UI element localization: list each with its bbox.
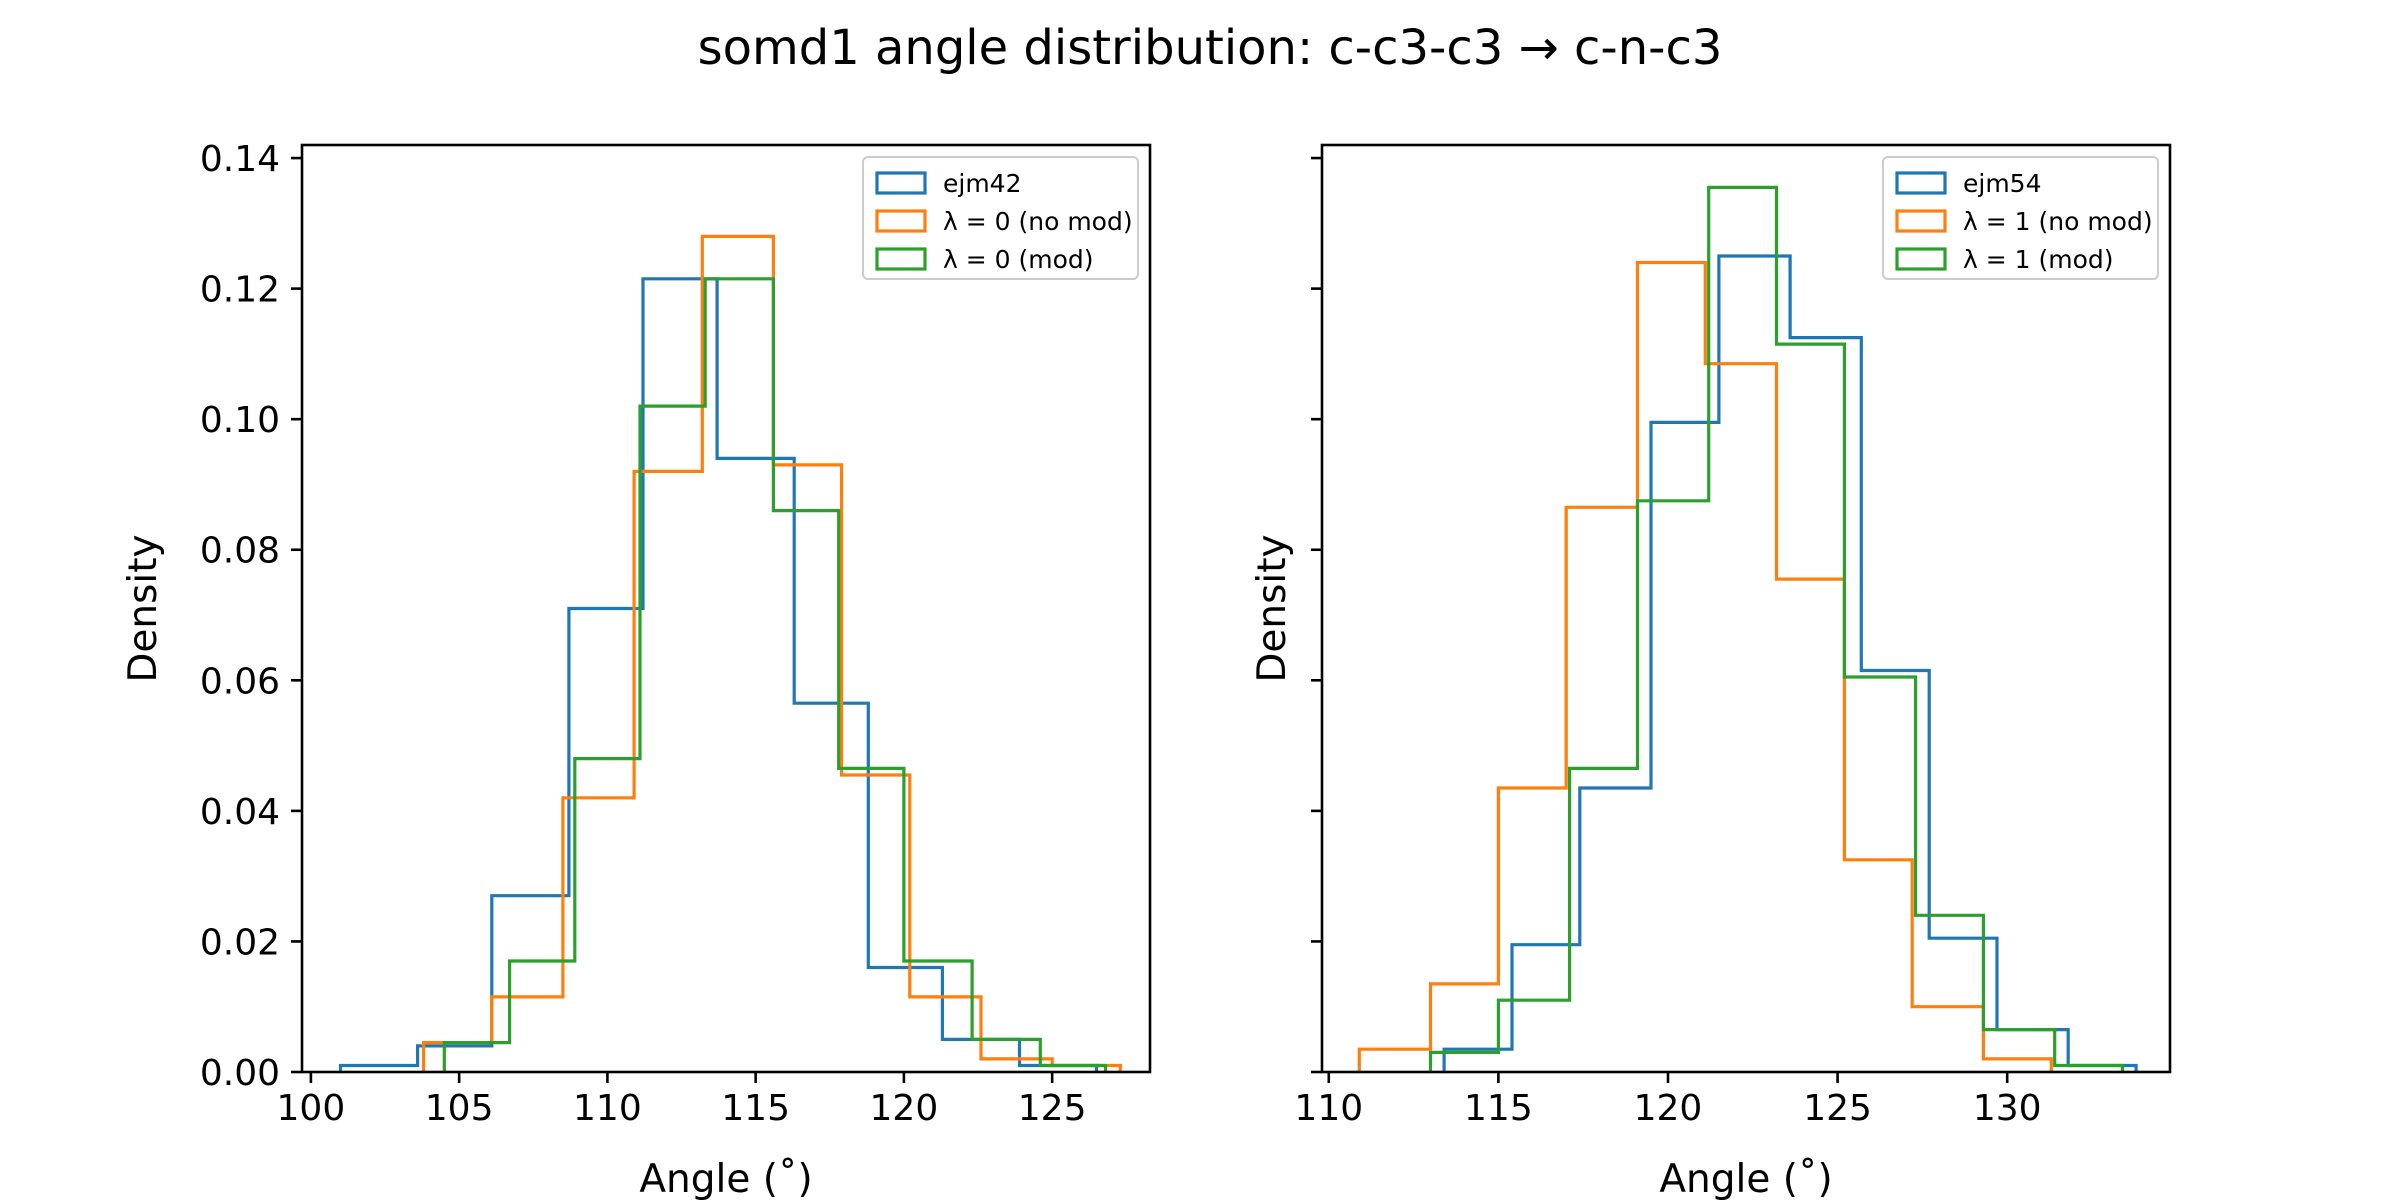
left-panel: 100 105 110 115 120 125 0.00 0.02 0.04 0.06 0.08 0.… <box>121 139 1152 1200</box>
histogram-series-1 <box>338 277 1099 1072</box>
x-axis-label: Angle (˚) <box>639 1157 812 1200</box>
legend-label: λ = 1 (mod) <box>1963 245 2114 274</box>
x-axis-label: Angle (˚) <box>1659 1157 1832 1200</box>
x-tick-label: 125 <box>1018 1088 1087 1129</box>
histogram-series-3 <box>1428 185 2125 1072</box>
axes-frame <box>1320 143 2172 1074</box>
y-axis-label: Density <box>1250 534 1295 682</box>
figure-title: somd1 angle distribution: c-c3-c3 → c-n-… <box>698 20 1723 76</box>
y-axis-label: Density <box>121 534 166 682</box>
right-panel: 110 115 120 125 130 Angle (˚) Density ejm54 λ = … <box>1250 143 2172 1200</box>
y-tick-label: 0.02 <box>200 922 280 963</box>
x-tick-label: 130 <box>1973 1088 2042 1129</box>
y-tick-label: 0.10 <box>200 400 280 441</box>
y-tick-label: 0.12 <box>200 270 280 311</box>
y-tick-label: 0.14 <box>200 139 280 180</box>
legend-label: λ = 0 (no mod) <box>943 207 1133 236</box>
x-tick-label: 125 <box>1803 1088 1872 1129</box>
legend-label: ejm42 <box>943 169 1022 198</box>
axes-frame <box>300 143 1152 1074</box>
legend-swatch <box>875 247 927 271</box>
x-tick-label: 115 <box>721 1088 790 1129</box>
x-tick-label: 115 <box>1464 1088 1533 1129</box>
histogram-series-2 <box>1357 260 2053 1072</box>
legend-label: ejm54 <box>1963 169 2042 198</box>
x-tick-label: 110 <box>1294 1088 1363 1129</box>
legend-swatch <box>1895 209 1947 233</box>
x-tick-label: 110 <box>573 1088 642 1129</box>
x-tick-label: 120 <box>870 1088 939 1129</box>
legend: ejm42 λ = 0 (no mod) λ = 0 (mod) <box>862 156 1139 280</box>
histogram-series-1 <box>1442 254 2138 1072</box>
legend-swatch <box>875 171 927 195</box>
legend-label: λ = 1 (no mod) <box>1963 207 2153 236</box>
legend-box <box>1882 156 2159 280</box>
legend-swatch <box>1895 247 1947 271</box>
legend: ejm54 λ = 1 (no mod) λ = 1 (mod) <box>1882 156 2159 280</box>
y-tick-label: 0.04 <box>200 792 280 833</box>
histogram-series-3 <box>442 277 1108 1072</box>
legend-swatch <box>1895 171 1947 195</box>
legend-swatch <box>875 209 927 233</box>
y-tick-label: 0.00 <box>200 1053 280 1094</box>
y-tick-label: 0.08 <box>200 531 280 572</box>
x-tick-label: 120 <box>1634 1088 1703 1129</box>
x-tick-label: 105 <box>425 1088 494 1129</box>
x-tick-label: 100 <box>277 1088 346 1129</box>
y-tick-label: 0.06 <box>200 661 280 702</box>
legend-label: λ = 0 (mod) <box>943 245 1094 274</box>
legend-box <box>862 156 1139 280</box>
